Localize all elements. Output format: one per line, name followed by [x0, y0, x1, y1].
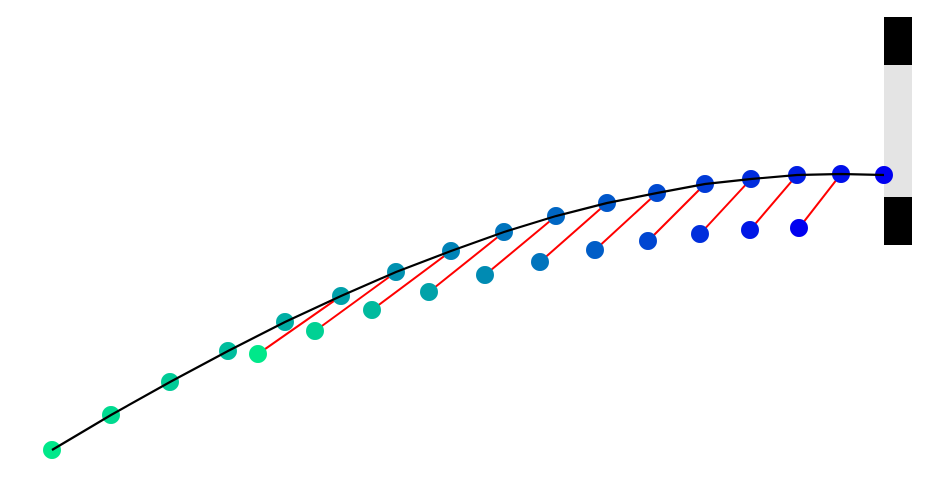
error-link [539, 202, 608, 263]
predicted-point [586, 241, 604, 259]
predicted-point [306, 322, 324, 340]
error-link [484, 215, 557, 276]
predicted-point [476, 266, 494, 284]
error-link [314, 271, 397, 332]
error-link [257, 295, 342, 355]
predicted-point [790, 219, 808, 237]
wall-bottom [884, 197, 912, 245]
predicted-point [691, 225, 709, 243]
error-link [594, 192, 658, 251]
predicted-point [249, 345, 267, 363]
error-link [798, 173, 842, 229]
predicted-point [531, 253, 549, 271]
predicted-point [420, 283, 438, 301]
error-link [647, 183, 706, 242]
error-link [749, 174, 798, 231]
predicted-point [639, 232, 657, 250]
error-link [699, 178, 752, 235]
trajectory-curve [51, 172, 885, 451]
wall-top [884, 17, 912, 65]
predicted-point [741, 221, 759, 239]
error-link [428, 231, 505, 293]
error-link [371, 250, 452, 311]
predicted-point [363, 301, 381, 319]
trajectory [43, 165, 893, 459]
